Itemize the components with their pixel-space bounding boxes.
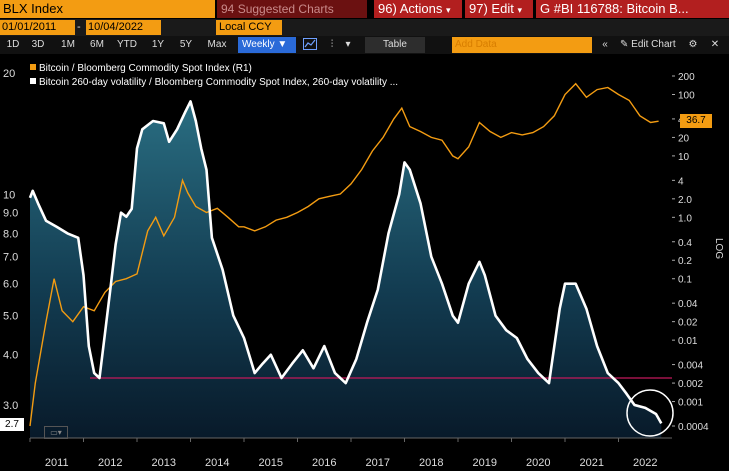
right-tick-label: 0.01 bbox=[678, 336, 698, 347]
right-tick-label: 0.1 bbox=[678, 275, 692, 286]
suggested-num: 94 bbox=[221, 2, 235, 16]
right-tick-label: 0.001 bbox=[678, 398, 703, 409]
edit-chart-button[interactable]: ✎ Edit Chart bbox=[620, 37, 676, 53]
edit-button[interactable]: 97) Edit ▾ bbox=[465, 0, 533, 18]
left-tick-label: 3.0 bbox=[3, 400, 18, 412]
left-tick-label: 10 bbox=[3, 189, 15, 201]
collapse-icon[interactable]: « bbox=[602, 39, 608, 50]
date-bar bbox=[0, 19, 729, 36]
actions-button[interactable]: 96) Actions ▾ bbox=[374, 0, 462, 18]
series1-line bbox=[29, 82, 659, 427]
pencil-icon: ✎ bbox=[620, 39, 629, 50]
mini-chart-icon[interactable]: ▭▾ bbox=[44, 426, 68, 439]
x-tick-label: 2013 bbox=[152, 457, 176, 469]
end-date-field[interactable]: 10/04/2022 bbox=[86, 20, 161, 35]
chevron-down-icon: ▼ bbox=[277, 39, 288, 50]
period-1d[interactable]: 1D bbox=[6, 39, 20, 50]
right-tick-label: 20 bbox=[678, 133, 690, 144]
right-tick-label: 0.04 bbox=[678, 299, 698, 310]
date-separator: - bbox=[77, 21, 81, 33]
legend-item-series2[interactable]: Bitcoin 260-day volatility / Bloomberg C… bbox=[30, 76, 398, 90]
legend-swatch bbox=[30, 64, 36, 70]
x-tick-label: 2011 bbox=[45, 457, 69, 469]
x-tick-label: 2021 bbox=[580, 457, 604, 469]
right-tick-label: 0.004 bbox=[678, 361, 703, 372]
right-tick-label: 200 bbox=[678, 72, 695, 83]
x-tick-label: 2022 bbox=[633, 457, 657, 469]
currency-select[interactable]: Local CCY bbox=[216, 20, 282, 35]
x-tick-label: 2012 bbox=[98, 457, 122, 469]
right-tick-label: 4 bbox=[678, 176, 684, 187]
bar-style-icon[interactable]: ⫶ bbox=[330, 39, 334, 50]
chevron-down-icon: ▾ bbox=[517, 5, 522, 15]
frequency-select[interactable]: Weekly ▼ bbox=[238, 37, 296, 53]
frequency-label: Weekly bbox=[242, 39, 275, 50]
gear-icon[interactable]: ⚙ bbox=[688, 39, 698, 50]
period-3d[interactable]: 3D bbox=[31, 39, 45, 50]
x-tick-label: 2017 bbox=[366, 457, 390, 469]
period-1m[interactable]: 1M bbox=[61, 39, 75, 50]
right-tick-label: 0.2 bbox=[678, 256, 692, 267]
actions-label: Actions bbox=[399, 1, 443, 16]
right-tick-label: 0.02 bbox=[678, 318, 698, 329]
x-tick-label: 2020 bbox=[526, 457, 550, 469]
edit-label: Edit bbox=[491, 1, 514, 16]
chart-title-tab[interactable]: G #BI 116788: Bitcoin B... bbox=[536, 0, 729, 18]
right-axis-label: LOG bbox=[713, 238, 724, 259]
x-tick-label: 2018 bbox=[419, 457, 443, 469]
left-tick-label: 8.0 bbox=[3, 228, 18, 240]
legend-swatch bbox=[30, 78, 36, 84]
x-tick-label: 2014 bbox=[205, 457, 229, 469]
series2-area bbox=[30, 101, 662, 439]
suggested-label: Suggested Charts bbox=[237, 2, 334, 16]
suggested-charts-button[interactable]: 94 Suggested Charts bbox=[217, 0, 367, 18]
actions-num: 96) bbox=[378, 1, 397, 16]
last-value-tag-left: 2.7 bbox=[0, 418, 24, 431]
left-tick-label: 7.0 bbox=[3, 252, 18, 264]
period-max[interactable]: Max bbox=[207, 39, 227, 50]
ticker-field[interactable]: BLX Index bbox=[0, 0, 215, 18]
start-date-field[interactable]: 01/01/2011 bbox=[0, 20, 75, 35]
right-tick-label: 0.4 bbox=[678, 238, 692, 249]
left-tick-label: 20 bbox=[3, 68, 15, 80]
right-tick-label: 10 bbox=[678, 152, 690, 163]
right-tick-label: 1.0 bbox=[678, 213, 692, 224]
x-tick-label: 2019 bbox=[473, 457, 497, 469]
period-1y[interactable]: 1Y bbox=[151, 39, 165, 50]
left-tick-label: 4.0 bbox=[3, 350, 18, 362]
period-6m[interactable]: 6M bbox=[90, 39, 104, 50]
legend: Bitcoin / Bloomberg Commodity Spot Index… bbox=[30, 62, 398, 90]
x-tick-label: 2016 bbox=[312, 457, 336, 469]
right-tick-label: 0.0004 bbox=[678, 422, 709, 433]
period-ytd[interactable]: YTD bbox=[117, 39, 137, 50]
period-5y[interactable]: 5Y bbox=[179, 39, 193, 50]
line-chart-icon[interactable] bbox=[302, 37, 318, 53]
chevron-down-icon[interactable]: ▾ bbox=[345, 39, 351, 50]
close-icon[interactable]: ✕ bbox=[710, 39, 720, 50]
right-tick-label: 100 bbox=[678, 90, 695, 101]
left-tick-label: 5.0 bbox=[3, 311, 18, 323]
right-tick-label: 2.0 bbox=[678, 195, 692, 206]
highlight-circle bbox=[626, 389, 674, 437]
left-tick-label: 9.0 bbox=[3, 208, 18, 220]
add-data-input[interactable]: Add Data bbox=[452, 37, 592, 53]
left-tick-label: 6.0 bbox=[3, 279, 18, 291]
chevron-down-icon: ▾ bbox=[445, 5, 451, 15]
last-value-tag-right: 36.7 bbox=[680, 114, 712, 128]
edit-chart-label: Edit Chart bbox=[631, 39, 676, 50]
right-tick-label: 0.002 bbox=[678, 379, 703, 390]
series2-line bbox=[28, 100, 663, 425]
legend-item-series1[interactable]: Bitcoin / Bloomberg Commodity Spot Index… bbox=[30, 62, 398, 76]
legend-label: Bitcoin 260-day volatility / Bloomberg C… bbox=[39, 77, 399, 88]
legend-label: Bitcoin / Bloomberg Commodity Spot Index… bbox=[39, 63, 252, 74]
table-button[interactable]: Table bbox=[365, 37, 425, 53]
x-tick-label: 2015 bbox=[259, 457, 283, 469]
edit-num: 97) bbox=[469, 1, 488, 16]
